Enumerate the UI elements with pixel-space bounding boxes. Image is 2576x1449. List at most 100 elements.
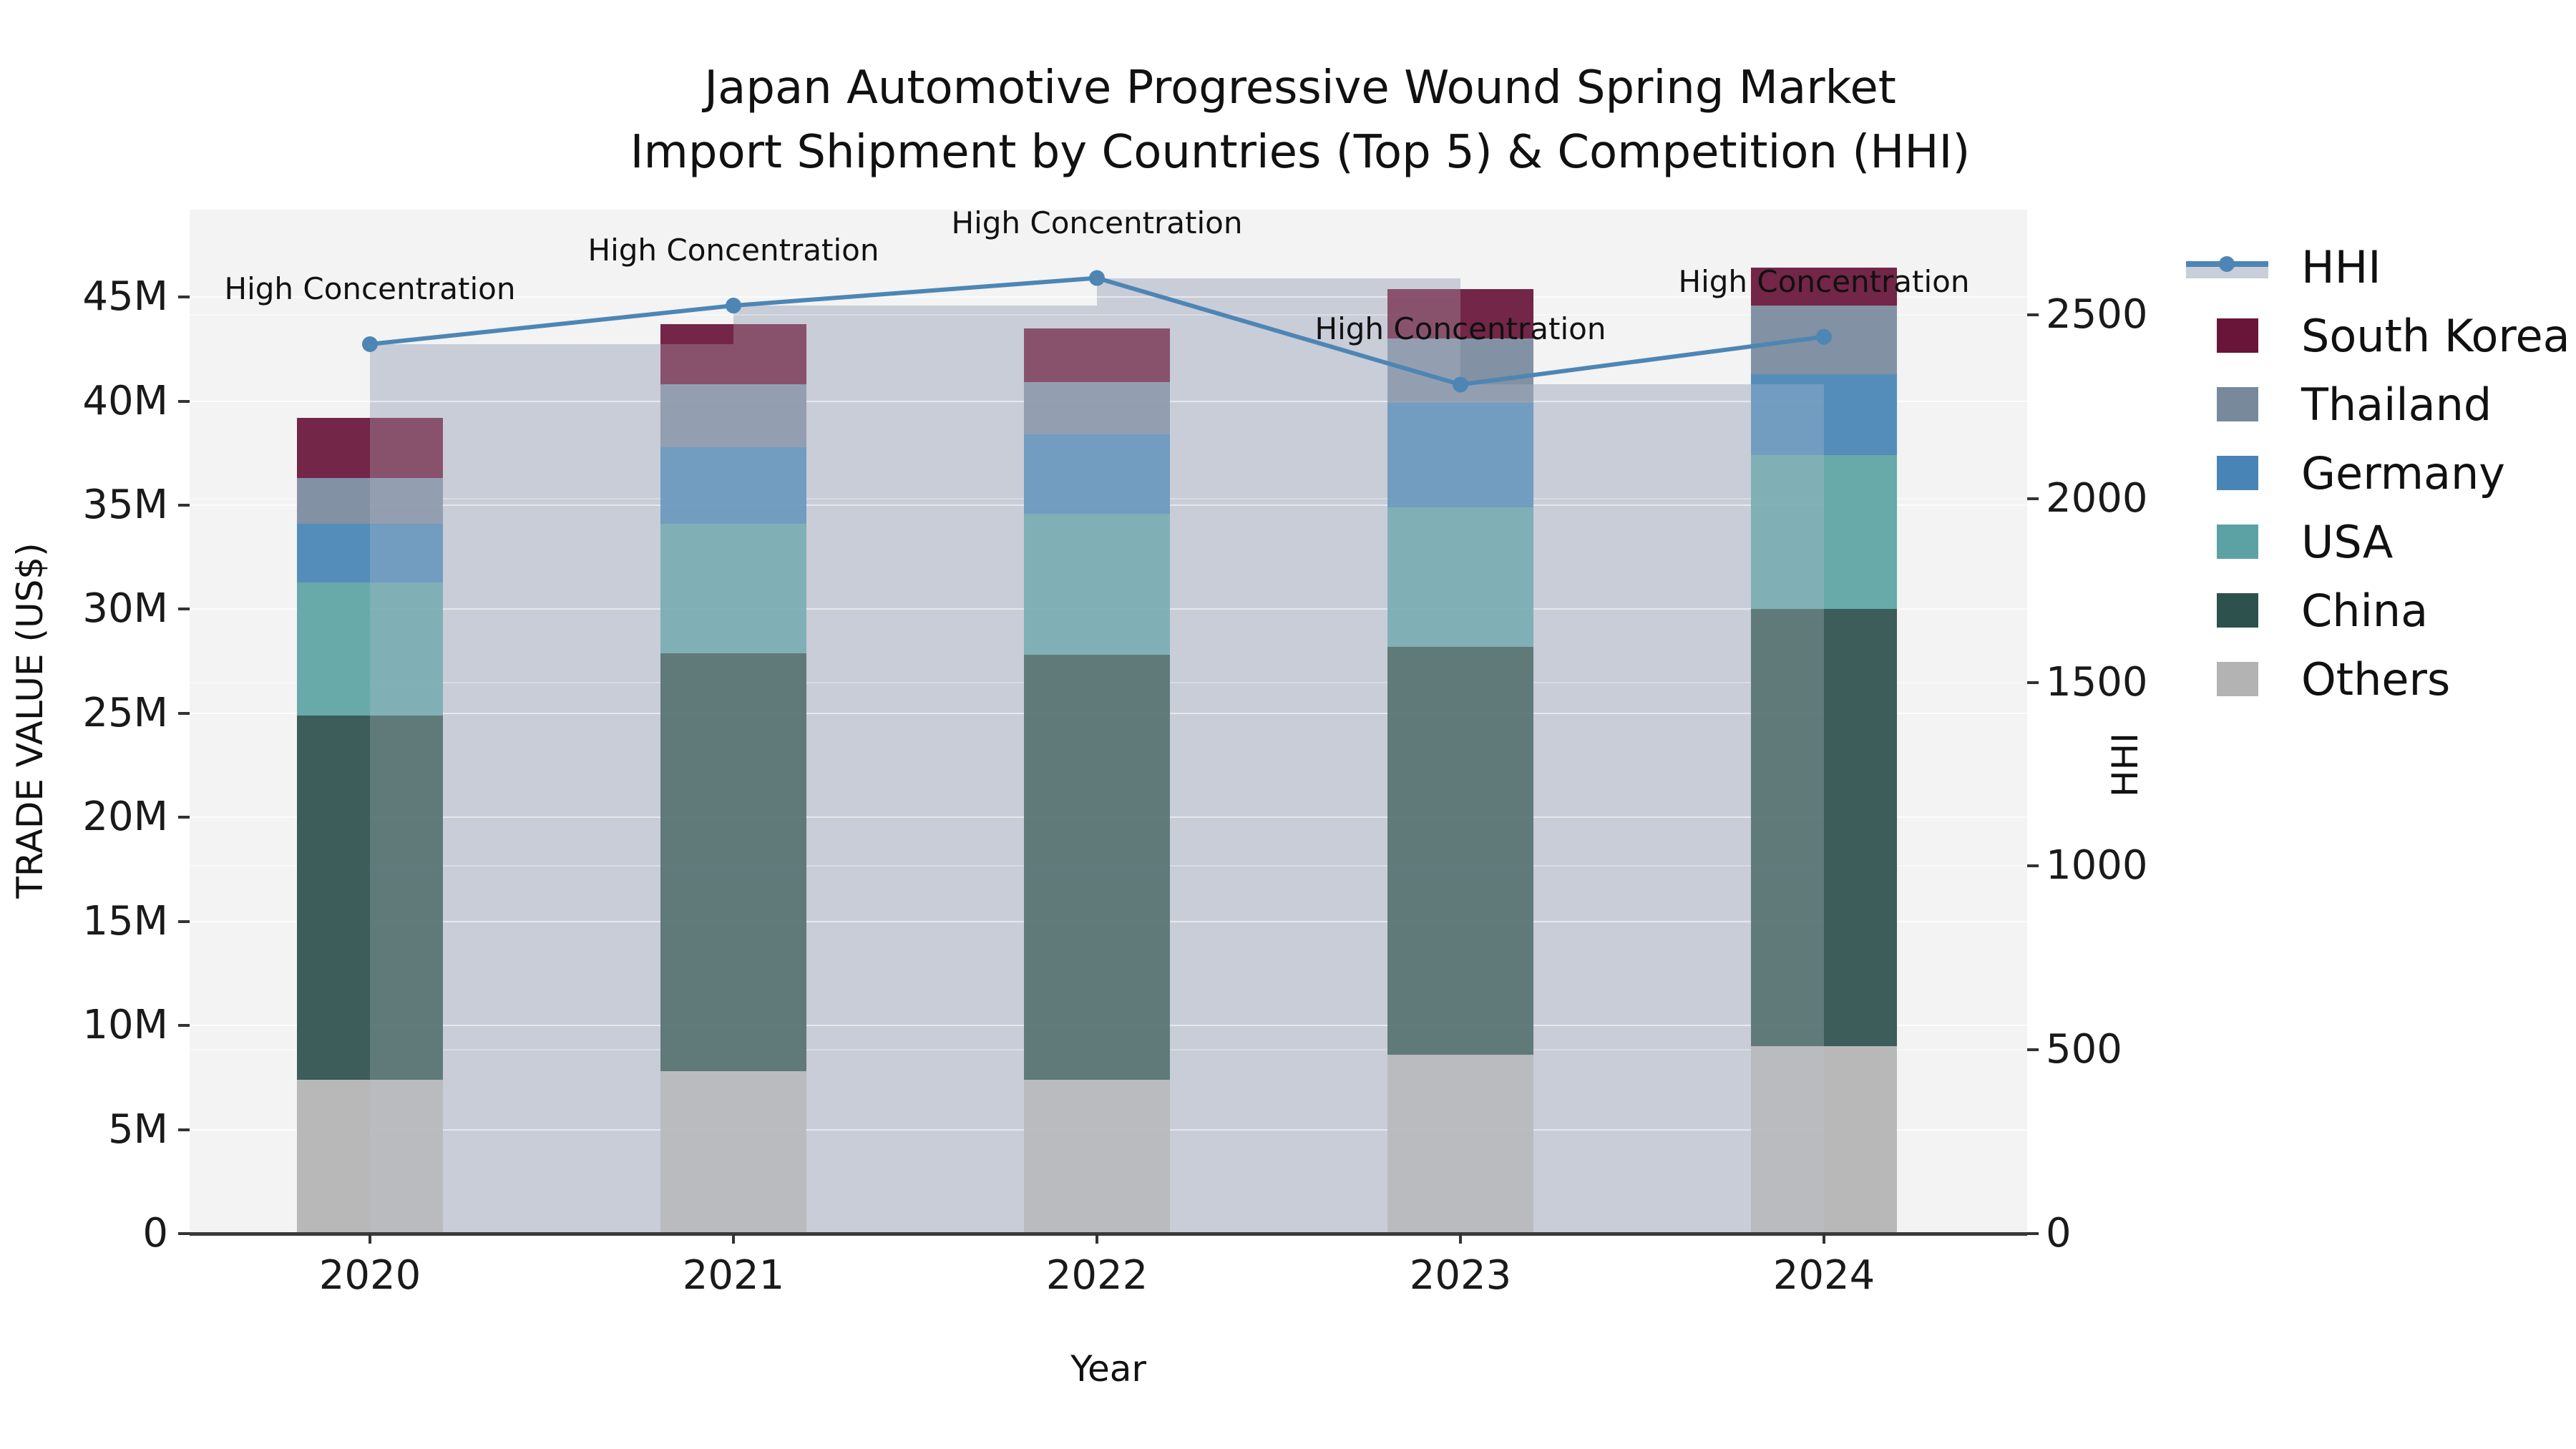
x-axis-line bbox=[190, 1232, 2027, 1236]
x-tick-label: 2024 bbox=[1772, 1252, 1875, 1299]
bar-segment-usa bbox=[297, 582, 443, 716]
annotation-high-concentration: High Concentration bbox=[1678, 263, 1970, 299]
y-right-tick bbox=[2027, 497, 2039, 500]
legend-item-hhi: HHI bbox=[2186, 233, 2572, 301]
bar-segment-others bbox=[1751, 1046, 1897, 1234]
y-right-tick bbox=[2027, 1048, 2039, 1052]
hhi-marker bbox=[1816, 328, 1832, 345]
bar-segment-germany bbox=[1751, 374, 1897, 456]
hhi-marker bbox=[1453, 376, 1468, 393]
plot-area: High Concentration High Concentration High… bbox=[190, 205, 2027, 1234]
chart-title-line2: Import Shipment by Countries (Top 5) & C… bbox=[630, 126, 1971, 179]
hhi-legend-band-icon bbox=[2186, 265, 2268, 278]
legend-swatch-icon bbox=[2217, 456, 2258, 490]
legend-label: Germany bbox=[2301, 447, 2505, 499]
bar-segment-usa bbox=[660, 524, 806, 653]
legend-label: Thailand bbox=[2301, 378, 2492, 431]
y-left-tick-label: 5M bbox=[108, 1106, 168, 1153]
hhi-legend-marker-icon bbox=[2219, 256, 2235, 272]
bar-segment-south-korea bbox=[1751, 268, 1897, 306]
bar-segment-others bbox=[1387, 1054, 1533, 1234]
bar-segment-south-korea bbox=[1387, 288, 1533, 339]
legend-label: China bbox=[2301, 584, 2429, 637]
y-left-tick-label: 30M bbox=[82, 585, 168, 633]
legend-label: HHI bbox=[2301, 240, 2381, 293]
x-axis-title: Year bbox=[1070, 1348, 1146, 1390]
legend-item-thailand: Thailand bbox=[2186, 370, 2572, 439]
y-left-tick bbox=[178, 919, 190, 923]
bar-segment-china bbox=[1387, 646, 1533, 1055]
bar-segment-china bbox=[297, 715, 443, 1080]
bar-segment-thailand bbox=[1024, 382, 1170, 435]
chart-title-line1: Japan Automotive Progressive Wound Sprin… bbox=[704, 62, 1896, 114]
hhi-legend-symbol bbox=[2186, 253, 2268, 281]
bar-segment-germany bbox=[660, 447, 806, 525]
x-tick bbox=[732, 1234, 735, 1244]
bar-segment-others bbox=[297, 1079, 443, 1234]
y-left-tick-label: 25M bbox=[82, 689, 168, 736]
hhi-band-overlay bbox=[370, 343, 733, 1234]
bar-segment-south-korea bbox=[297, 417, 443, 479]
bar-segment-china bbox=[1751, 609, 1897, 1047]
hhi-marker bbox=[726, 298, 741, 314]
gridline-hhi bbox=[190, 313, 2027, 316]
hhi-band-overlay bbox=[1460, 384, 1824, 1234]
legend-swatch-icon bbox=[2217, 387, 2258, 421]
y-right-tick-label: 1500 bbox=[2046, 658, 2148, 706]
bar-segment-germany bbox=[1387, 403, 1533, 507]
y-right-tick-label: 500 bbox=[2046, 1026, 2122, 1073]
y-left-tick bbox=[178, 1232, 190, 1235]
y-left-tick-label: 40M bbox=[82, 377, 168, 424]
hhi-marker bbox=[362, 336, 378, 352]
y-right-tick bbox=[2027, 680, 2039, 684]
y-axis-left-title: TRADE VALUE (US$) bbox=[9, 542, 51, 899]
y-left-tick bbox=[178, 1128, 190, 1131]
bar-segment-usa bbox=[1751, 455, 1897, 610]
y-left-tick bbox=[178, 608, 190, 611]
bar-segment-others bbox=[660, 1071, 806, 1234]
legend-label: USA bbox=[2301, 515, 2394, 568]
bar-segment-usa bbox=[1387, 507, 1533, 647]
bar-segment-thailand bbox=[297, 478, 443, 525]
hhi-line-layer bbox=[362, 270, 1832, 393]
y-left-tick bbox=[178, 711, 190, 715]
legend-swatch-icon bbox=[2217, 318, 2258, 353]
x-tick bbox=[1459, 1234, 1462, 1244]
annotation-high-concentration: High Concentration bbox=[224, 270, 516, 306]
y-left-tick-label: 35M bbox=[82, 482, 168, 528]
hhi-marker bbox=[1089, 270, 1105, 286]
legend-item-china: China bbox=[2186, 576, 2572, 645]
y-right-tick bbox=[2027, 313, 2039, 316]
y-left-tick bbox=[178, 296, 190, 299]
y-left-tick-label: 0 bbox=[142, 1210, 168, 1257]
x-tick-label: 2021 bbox=[682, 1252, 785, 1299]
bar-segment-china bbox=[660, 653, 806, 1072]
legend-item-south-korea: South Korea bbox=[2186, 301, 2572, 370]
bar-segment-germany bbox=[297, 524, 443, 582]
legend-item-germany: Germany bbox=[2186, 439, 2572, 507]
y-left-tick bbox=[178, 504, 190, 507]
x-tick-label: 2022 bbox=[1045, 1252, 1148, 1299]
y-right-tick bbox=[2027, 1232, 2039, 1235]
gridline-trade-value bbox=[190, 296, 2027, 298]
bar-segment-south-korea bbox=[660, 323, 806, 385]
y-left-tick-label: 15M bbox=[82, 897, 168, 945]
legend-item-others: Others bbox=[2186, 645, 2572, 713]
y-axis-right-title: HHI bbox=[2104, 733, 2146, 797]
y-left-tick-label: 20M bbox=[82, 794, 168, 841]
annotation-high-concentration: High Concentration bbox=[587, 233, 879, 268]
hhi-band-overlay bbox=[733, 306, 1097, 1234]
legend-swatch-icon bbox=[2217, 593, 2258, 628]
bar-segment-others bbox=[1024, 1079, 1170, 1234]
legend-label: Others bbox=[2301, 653, 2451, 706]
x-tick bbox=[369, 1234, 371, 1244]
legend-swatch-icon bbox=[2217, 525, 2258, 559]
x-tick-label: 2020 bbox=[318, 1252, 421, 1299]
bar-segment-thailand bbox=[660, 384, 806, 447]
annotation-high-concentration: High Concentration bbox=[951, 205, 1243, 240]
bar-segment-china bbox=[1024, 655, 1170, 1080]
bar-segment-usa bbox=[1024, 513, 1170, 655]
y-left-tick bbox=[178, 816, 190, 819]
y-left-tick bbox=[178, 1024, 190, 1028]
